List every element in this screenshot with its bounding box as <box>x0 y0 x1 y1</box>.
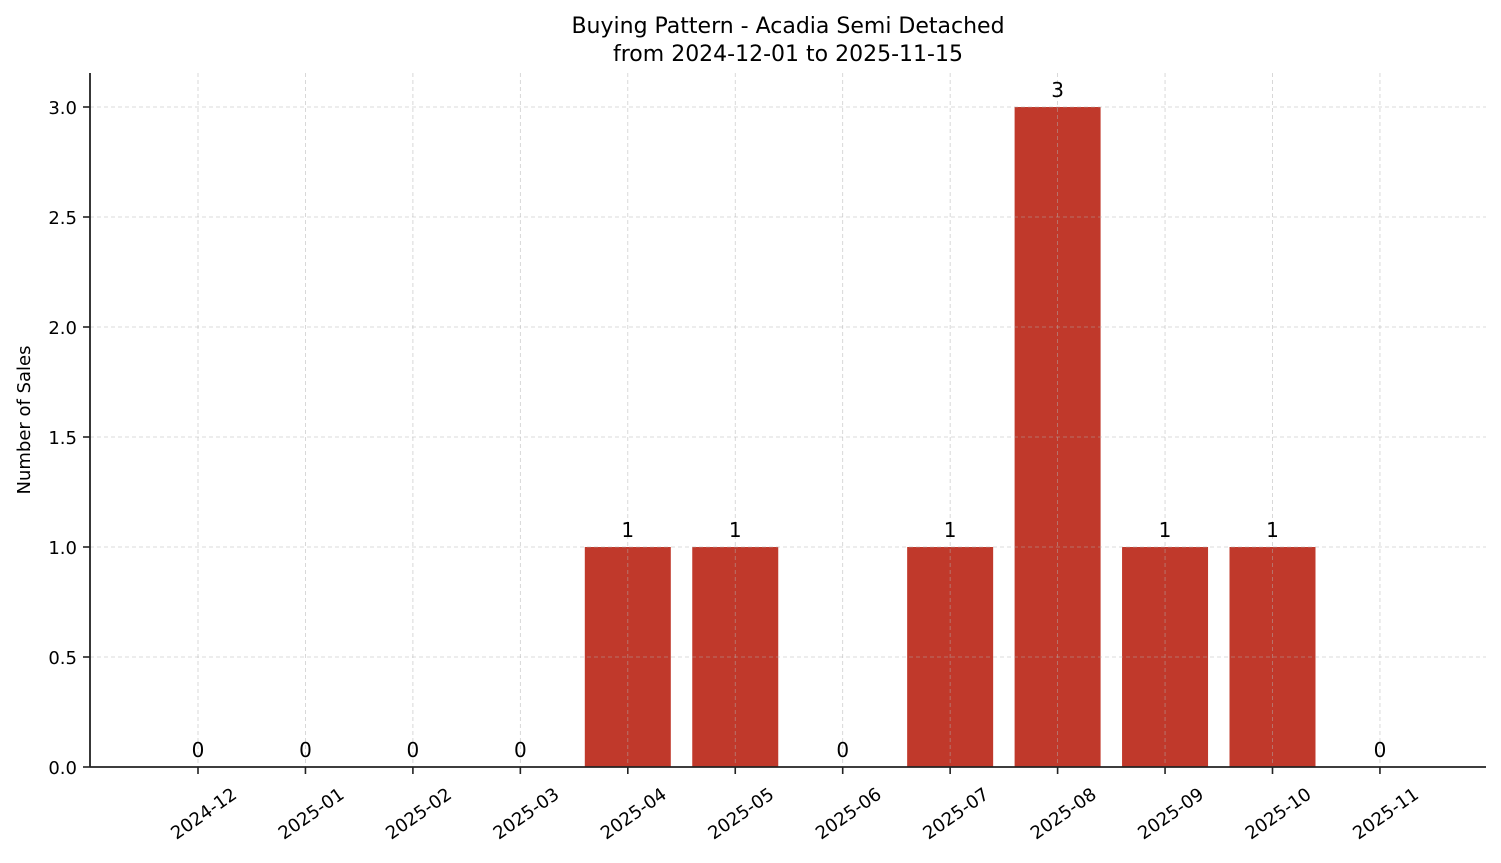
x-tick-label: 2025-10 <box>1242 784 1316 844</box>
chart-subtitle: from 2024-12-01 to 2025-11-15 <box>613 42 963 67</box>
bar-value-label: 0 <box>192 738 205 762</box>
bar-value-label: 1 <box>621 518 634 542</box>
x-tick-label: 2025-09 <box>1134 784 1208 844</box>
bar-value-label: 3 <box>1051 78 1064 102</box>
bar-value-label: 0 <box>836 738 849 762</box>
x-tick-label: 2025-06 <box>812 784 886 844</box>
y-tick-label: 0.0 <box>48 758 77 779</box>
x-tick-label: 2025-04 <box>597 784 671 844</box>
bar-value-label: 0 <box>1374 738 1387 762</box>
y-tick-label: 0.5 <box>48 648 77 669</box>
x-tick-label: 2025-11 <box>1349 784 1423 844</box>
y-tick-label: 3.0 <box>48 98 77 119</box>
x-tick-label: 2025-03 <box>490 784 564 844</box>
x-tick-label: 2025-02 <box>382 784 456 844</box>
bar-value-label: 0 <box>407 738 420 762</box>
grid-layer <box>90 73 1486 767</box>
bar-value-label: 1 <box>944 518 957 542</box>
bar-value-labels: 0 0 0 0 1 1 0 1 3 1 1 0 <box>192 78 1387 762</box>
x-tick-label: 2025-08 <box>1027 784 1101 844</box>
bar-value-label: 1 <box>1266 518 1279 542</box>
chart-title: Buying Pattern - Acadia Semi Detached <box>571 14 1004 39</box>
x-tick-label: 2025-05 <box>704 784 778 844</box>
bar-value-label: 1 <box>729 518 742 542</box>
y-tick-label: 1.5 <box>48 428 77 449</box>
y-tick-label: 2.5 <box>48 208 77 229</box>
bar-value-label: 1 <box>1159 518 1172 542</box>
y-tick-label: 2.0 <box>48 318 77 339</box>
bar-value-label: 0 <box>299 738 312 762</box>
x-tick-label: 2025-01 <box>275 784 349 844</box>
y-axis-label: Number of Sales <box>14 345 35 494</box>
x-tick-label: 2025-07 <box>919 784 993 844</box>
x-tick-label: 2024-12 <box>167 784 241 844</box>
y-tick-label: 1.0 <box>48 538 77 559</box>
bar-value-label: 0 <box>514 738 527 762</box>
